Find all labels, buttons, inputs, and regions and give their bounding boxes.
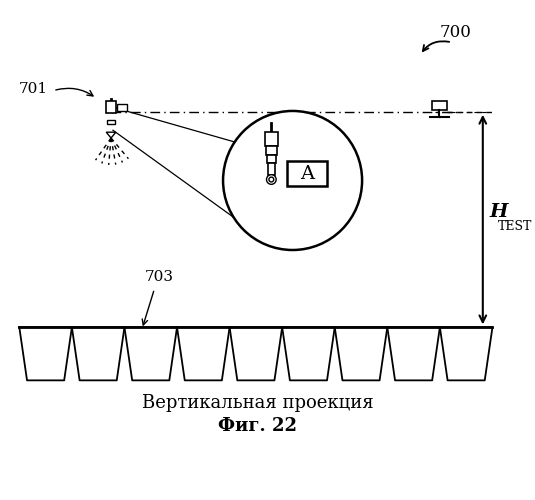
- Text: A: A: [300, 164, 314, 182]
- Text: H: H: [490, 203, 508, 221]
- Bar: [107, 120, 115, 124]
- Bar: [287, 161, 327, 186]
- Bar: [268, 163, 274, 174]
- Text: 703: 703: [145, 270, 174, 284]
- Bar: [106, 102, 116, 113]
- Bar: [265, 146, 277, 156]
- Circle shape: [223, 111, 362, 250]
- Text: TEST: TEST: [498, 220, 533, 233]
- Bar: [266, 156, 276, 163]
- Text: Вертикальная проекция: Вертикальная проекция: [142, 394, 373, 411]
- Text: 701: 701: [19, 82, 48, 96]
- Text: Фиг. 22: Фиг. 22: [218, 416, 297, 434]
- Circle shape: [269, 177, 274, 182]
- Bar: [432, 102, 447, 110]
- Circle shape: [266, 174, 276, 184]
- Bar: [117, 104, 127, 111]
- Polygon shape: [106, 132, 116, 138]
- Bar: [265, 132, 278, 145]
- Text: 700: 700: [440, 24, 472, 41]
